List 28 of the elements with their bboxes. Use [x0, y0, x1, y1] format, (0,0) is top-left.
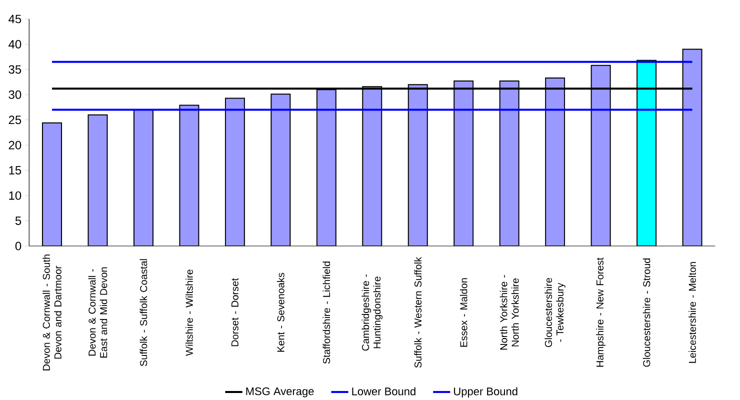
x-tick-label: Leicestershire - Melton: [688, 262, 696, 363]
x-tick-label: Gloucestershire - Tewkesbury: [544, 278, 566, 348]
x-tick-label: Devon & Cornwall - South Devon and Dartmoor: [42, 254, 62, 370]
x-tick-label: Gloucestershire - Stroud: [642, 258, 650, 367]
x-tick-label: Suffolk - Western Suffolk: [414, 256, 422, 368]
x-tick-label: North Yorkshire - North Yorkshire: [500, 275, 519, 350]
legend-label: Lower Bound: [352, 387, 416, 396]
x-tick-label: Hampshire - New Forest: [596, 258, 606, 367]
x-tick-label: Devon & Cornwall - East and Mid Devon: [88, 267, 108, 358]
y-tick-label: 0: [15, 242, 22, 250]
y-tick-label: 35: [8, 65, 22, 74]
y-tick-label: 45: [8, 14, 22, 24]
y-tick-label: 40: [8, 40, 22, 48]
y-tick-label: 15: [9, 166, 22, 175]
x-tick-label: Wiltshire - Wiltshire: [186, 270, 193, 356]
x-tick-label: Kent - Sevenoaks: [276, 272, 284, 352]
x-tick-label: Suffolk - Suffolk Coastal: [140, 259, 148, 366]
x-tick-label: Essex - Maldon: [460, 278, 468, 347]
y-tick-label: 10: [9, 191, 22, 200]
legend-label: Upper Bound: [454, 387, 518, 398]
x-tick-label: Dorset - Dorset: [231, 278, 238, 346]
y-tick-label: 25: [8, 116, 22, 124]
legend-label: MSG Average: [246, 387, 314, 398]
y-tick-label: 5: [15, 216, 22, 225]
y-tick-label: 30: [8, 90, 22, 99]
x-tick-label: Staffordshire - Lichfield: [322, 262, 330, 364]
y-tick-label: 20: [8, 140, 22, 150]
x-tick-label: Cambridgeshire - Huntingdonshire: [362, 274, 383, 351]
